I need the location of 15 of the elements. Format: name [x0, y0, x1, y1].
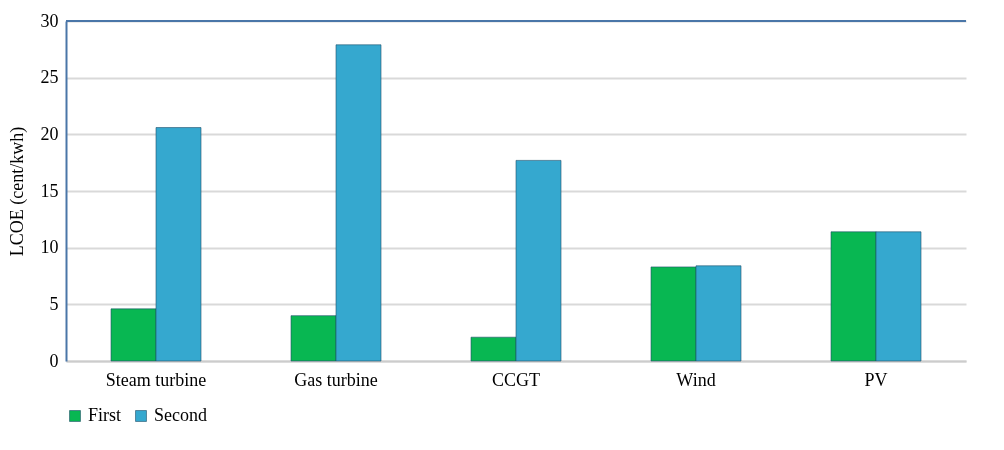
x-tick-label: CCGT — [491, 369, 541, 390]
legend-label: Second — [154, 405, 207, 425]
x-tick-label: Steam turbine — [105, 369, 207, 390]
legend-label: First — [88, 405, 122, 425]
x-tick-label: PV — [864, 369, 888, 390]
y-tick-label: 5 — [49, 293, 59, 314]
y-tick-label: 25 — [40, 67, 59, 88]
y-tick-label: 15 — [40, 180, 59, 201]
y-tick-label: 20 — [40, 123, 59, 144]
x-tick-label: Wind — [676, 369, 716, 390]
y-tick-label: 10 — [40, 237, 59, 258]
x-tick-label: Gas turbine — [294, 369, 378, 390]
y-tick-label: 30 — [40, 10, 59, 31]
y-tick-label: 0 — [49, 350, 59, 371]
y-axis-title: LCOE (cent/kwh) — [6, 126, 28, 257]
